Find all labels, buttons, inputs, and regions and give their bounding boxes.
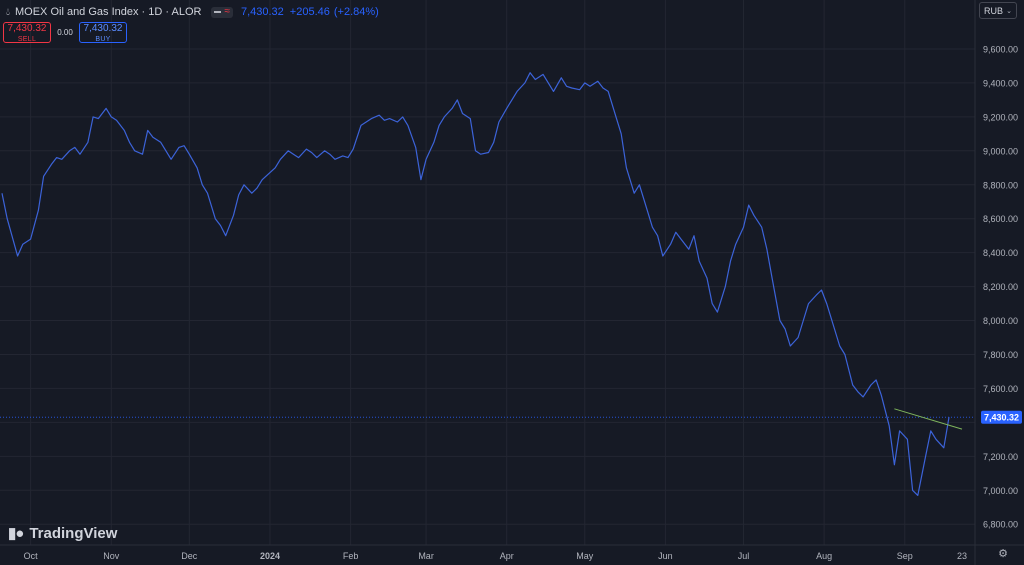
header-price: 7,430.32	[240, 6, 284, 18]
y-tick-label: 8,400.00	[983, 248, 1018, 258]
x-tick-label: 23	[957, 551, 967, 561]
tradingview-logo[interactable]: ▮● TradingView	[8, 524, 118, 543]
header-change-pct: (+2.84%)	[333, 6, 379, 18]
buy-button[interactable]: 7,430.32 BUY	[79, 22, 127, 43]
buy-price: 7,430.32	[83, 23, 123, 34]
x-tick-label: Mar	[418, 551, 434, 561]
y-tick-label: 9,000.00	[983, 146, 1018, 156]
currency-label: RUB	[984, 5, 1004, 16]
y-tick-label: 6,800.00	[983, 520, 1018, 530]
x-tick-label: Aug	[816, 551, 832, 561]
y-tick-label: 9,400.00	[983, 78, 1018, 88]
y-tick-label: 8,800.00	[983, 180, 1018, 190]
chevron-down-icon: ⌄	[1006, 7, 1012, 15]
header-change: +205.46	[289, 6, 330, 18]
sell-button[interactable]: 7,430.32 SELL	[3, 22, 51, 43]
spread-value: 0.00	[57, 28, 73, 37]
symbol-header: 💧︎ MOEX Oil and Gas Index · 1D · ALOR ≈ …	[6, 4, 379, 20]
minus-icon	[214, 11, 222, 13]
last-price-tag	[981, 410, 1022, 424]
y-tick-label: 7,000.00	[983, 486, 1018, 496]
x-tick-label: Sep	[897, 551, 913, 561]
y-tick-label: 8,600.00	[983, 214, 1018, 224]
price-series-line	[1, 72, 950, 496]
y-tick-label: 9,600.00	[983, 44, 1018, 54]
x-tick-label: Apr	[500, 551, 514, 561]
indicator-toggle[interactable]: ≈	[211, 6, 233, 18]
x-tick-label: May	[576, 551, 594, 561]
x-tick-label: Jul	[738, 551, 750, 561]
sell-label: SELL	[17, 35, 37, 43]
wave-icon: ≈	[224, 6, 230, 17]
buy-label: BUY	[95, 35, 111, 43]
trade-buttons: 7,430.32 SELL 0.00 7,430.32 BUY	[3, 22, 127, 43]
tradingview-logo-icon: ▮●	[8, 525, 24, 542]
brand-name: TradingView	[29, 524, 118, 542]
y-tick-label: 8,200.00	[983, 282, 1018, 292]
trendline	[894, 408, 963, 430]
symbol-title[interactable]: MOEX Oil and Gas Index · 1D · ALOR	[15, 6, 202, 18]
x-tick-label: Oct	[24, 551, 39, 561]
x-tick-label: Dec	[181, 551, 198, 561]
y-tick-label: 7,600.00	[983, 384, 1018, 394]
y-tick-label: 8,000.00	[983, 316, 1018, 326]
last-price-label: 7,430.32	[984, 412, 1019, 422]
x-tick-label: Nov	[103, 551, 120, 561]
y-tick-label: 7,800.00	[983, 350, 1018, 360]
droplet-icon: 💧︎	[6, 6, 10, 18]
y-tick-label: 9,200.00	[983, 112, 1018, 122]
gear-icon[interactable]: ⚙	[998, 548, 1008, 560]
x-tick-label: Feb	[343, 551, 359, 561]
sell-price: 7,430.32	[7, 23, 47, 34]
x-tick-label: Jun	[658, 551, 673, 561]
x-tick-label: 2024	[260, 551, 280, 561]
y-tick-label: 7,200.00	[983, 452, 1018, 462]
currency-select[interactable]: RUB ⌄	[979, 2, 1017, 19]
